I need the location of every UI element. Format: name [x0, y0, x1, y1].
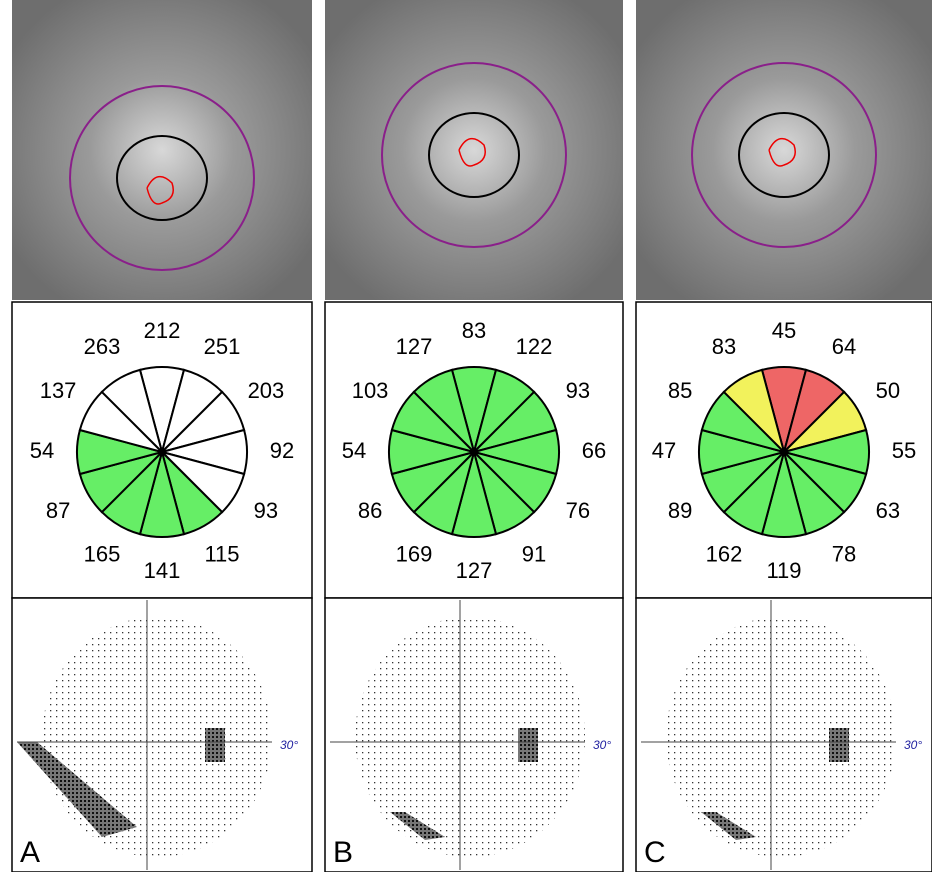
sector-value: 50: [876, 378, 900, 403]
sector-value: 165: [84, 542, 121, 567]
field-defect: [205, 728, 225, 762]
fundus-image: [636, 0, 932, 300]
figure: 212 251 203 92 93 115 141 165 87 54 137 263 30° A 83 12…: [0, 0, 932, 872]
pie-center: [780, 448, 788, 456]
sector-value: 251: [204, 334, 241, 359]
sector-value: 203: [248, 378, 285, 403]
sector-value: 78: [832, 542, 856, 567]
sector-value: 83: [712, 334, 736, 359]
sector-value: 212: [144, 318, 181, 343]
field-dots: [42, 617, 272, 857]
sector-value: 263: [84, 334, 121, 359]
sector-value: 63: [876, 498, 900, 523]
sector-value: 137: [40, 378, 77, 403]
sector-value: 93: [254, 498, 278, 523]
sector-value: 93: [566, 378, 590, 403]
axis-label: 30°: [280, 738, 298, 752]
sector-value: 85: [668, 378, 692, 403]
axis-label: 30°: [593, 738, 611, 752]
axis-label: 30°: [904, 738, 922, 752]
fundus-image: [325, 0, 623, 300]
sector-value: 45: [772, 318, 796, 343]
panel-label: A: [20, 836, 40, 869]
sector-value: 169: [396, 542, 433, 567]
sector-value: 162: [706, 542, 743, 567]
sector-value: 141: [144, 558, 181, 583]
sector-value: 87: [46, 498, 70, 523]
sector-value: 64: [832, 334, 856, 359]
sector-value: 115: [204, 542, 239, 567]
field-defect: [829, 728, 849, 762]
sector-value: 66: [582, 438, 606, 463]
sector-value: 89: [668, 498, 692, 523]
field-defect: [518, 728, 538, 762]
sector-value: 91: [522, 542, 546, 567]
pie-center: [470, 448, 478, 456]
sector-value: 54: [30, 438, 54, 463]
panel-label: C: [644, 836, 666, 869]
sector-value: 103: [352, 378, 389, 403]
sector-value: 127: [396, 334, 433, 359]
sector-value: 86: [358, 498, 382, 523]
sector-value: 127: [456, 558, 493, 583]
sector-value: 122: [516, 334, 553, 359]
panel-label: B: [333, 836, 353, 869]
sector-value: 92: [270, 438, 294, 463]
pie-center: [158, 448, 166, 456]
fundus-image: [12, 0, 312, 300]
sector-value: 47: [652, 438, 676, 463]
sector-value: 119: [766, 558, 801, 583]
sector-value: 76: [566, 498, 590, 523]
field-dots: [355, 617, 585, 857]
sector-value: 54: [342, 438, 366, 463]
field-dots: [666, 617, 896, 857]
sector-value: 83: [462, 318, 486, 343]
sector-value: 55: [892, 438, 916, 463]
